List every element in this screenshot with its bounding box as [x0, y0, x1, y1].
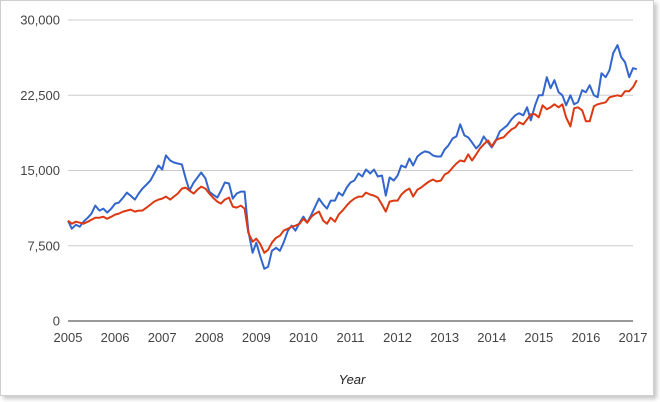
x-tick-label: 2016 — [571, 330, 600, 345]
y-tick-label: 0 — [53, 314, 60, 329]
chart-frame — [0, 0, 654, 396]
x-tick-label: 2006 — [101, 330, 130, 345]
y-tick-label: 7,500 — [27, 238, 60, 253]
x-tick-label: 2013 — [430, 330, 459, 345]
x-tick-label: 2009 — [242, 330, 271, 345]
x-tick-label: 2005 — [54, 330, 83, 345]
x-tick-label: 2011 — [337, 330, 365, 345]
x-tick-label: 2015 — [524, 330, 553, 345]
x-tick-label: 2007 — [148, 330, 177, 345]
x-axis-tick-labels: 2005 2006 2007 2008 2009 2010 2011 2012 2013 2014… — [54, 330, 648, 345]
y-tick-label: 15,000 — [20, 163, 60, 178]
x-tick-label: 2017 — [619, 330, 648, 345]
y-tick-label: 30,000 — [20, 13, 60, 28]
series-lines — [67, 44, 638, 270]
x-tick-label: 2014 — [477, 330, 506, 345]
series-line-1 — [67, 44, 638, 270]
gridlines — [68, 19, 633, 247]
y-tick-label: 22,500 — [20, 88, 60, 103]
x-tick-label: 2008 — [195, 330, 224, 345]
series-line-2 — [67, 79, 638, 254]
x-tick-label: 2012 — [383, 330, 412, 345]
y-axis-tick-labels: 0 7,500 15,000 22,500 30,000 — [20, 13, 60, 329]
x-axis-label: Year — [339, 372, 366, 387]
x-tick-label: 2010 — [289, 330, 318, 345]
